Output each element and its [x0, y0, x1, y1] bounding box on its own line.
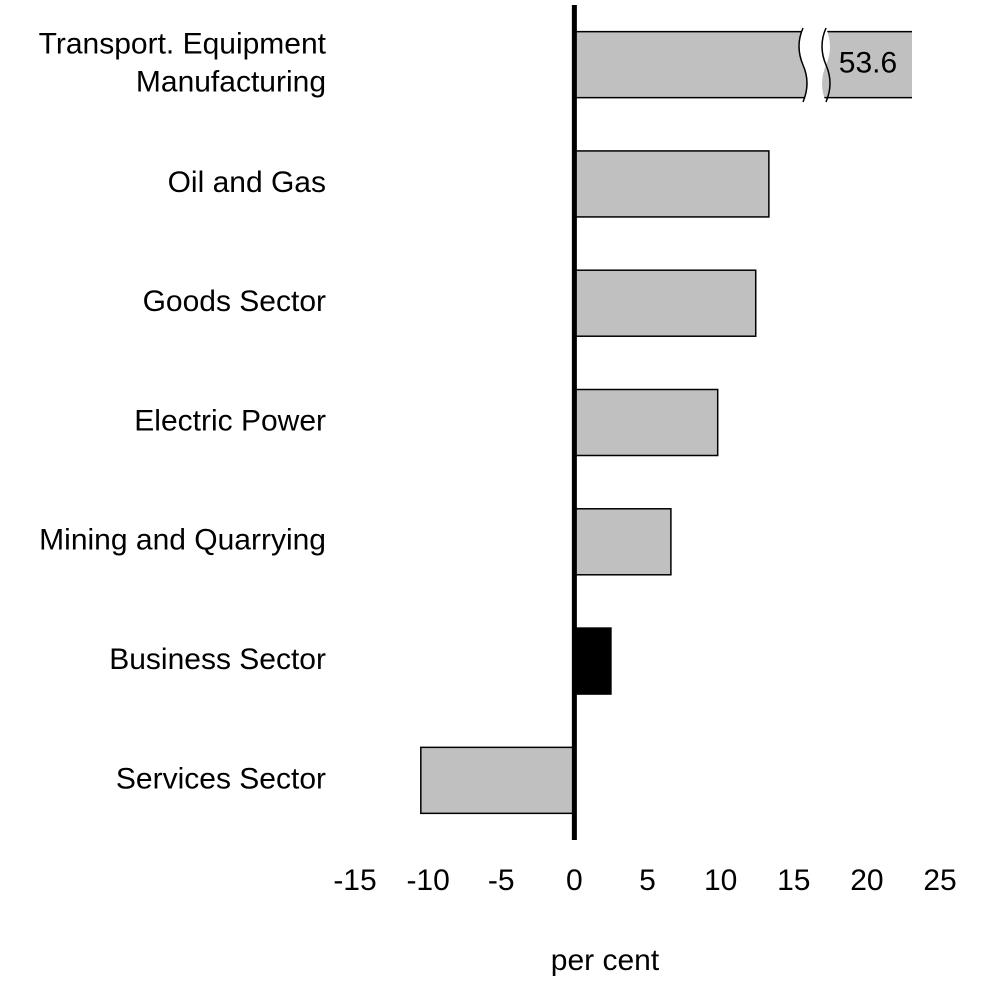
y-tick-label: Services Sector — [116, 762, 326, 795]
bar — [573, 30, 912, 99]
y-tick-label: Mining and Quarrying — [39, 524, 326, 557]
bar — [573, 508, 672, 576]
x-tick-label: 15 — [777, 864, 810, 897]
value-label: 53.6 — [839, 47, 897, 80]
y-tick-label: Transport. Equipment Manufacturing — [39, 28, 327, 99]
x-tick-label: 5 — [639, 864, 656, 897]
bar — [573, 388, 719, 457]
x-tick-label: 10 — [704, 864, 737, 897]
bars — [420, 30, 912, 815]
axis-break-edge — [798, 27, 831, 103]
x-tick-label: -10 — [406, 864, 449, 897]
bar — [573, 627, 612, 695]
bar — [420, 746, 576, 815]
bar — [573, 269, 757, 337]
y-tick-label: Electric Power — [134, 404, 326, 437]
x-tick-label: 0 — [566, 864, 583, 897]
y-tick-label: Goods Sector — [143, 285, 326, 318]
y-tick-label: Oil and Gas — [168, 166, 326, 199]
x-tick-label: 25 — [923, 864, 956, 897]
x-tick-label: 20 — [850, 864, 883, 897]
y-tick-label: Business Sector — [109, 643, 326, 676]
x-axis-label: per cent — [551, 944, 660, 977]
x-tick-label: -15 — [333, 864, 376, 897]
x-tick-label: -5 — [488, 864, 515, 897]
bar — [573, 150, 770, 218]
